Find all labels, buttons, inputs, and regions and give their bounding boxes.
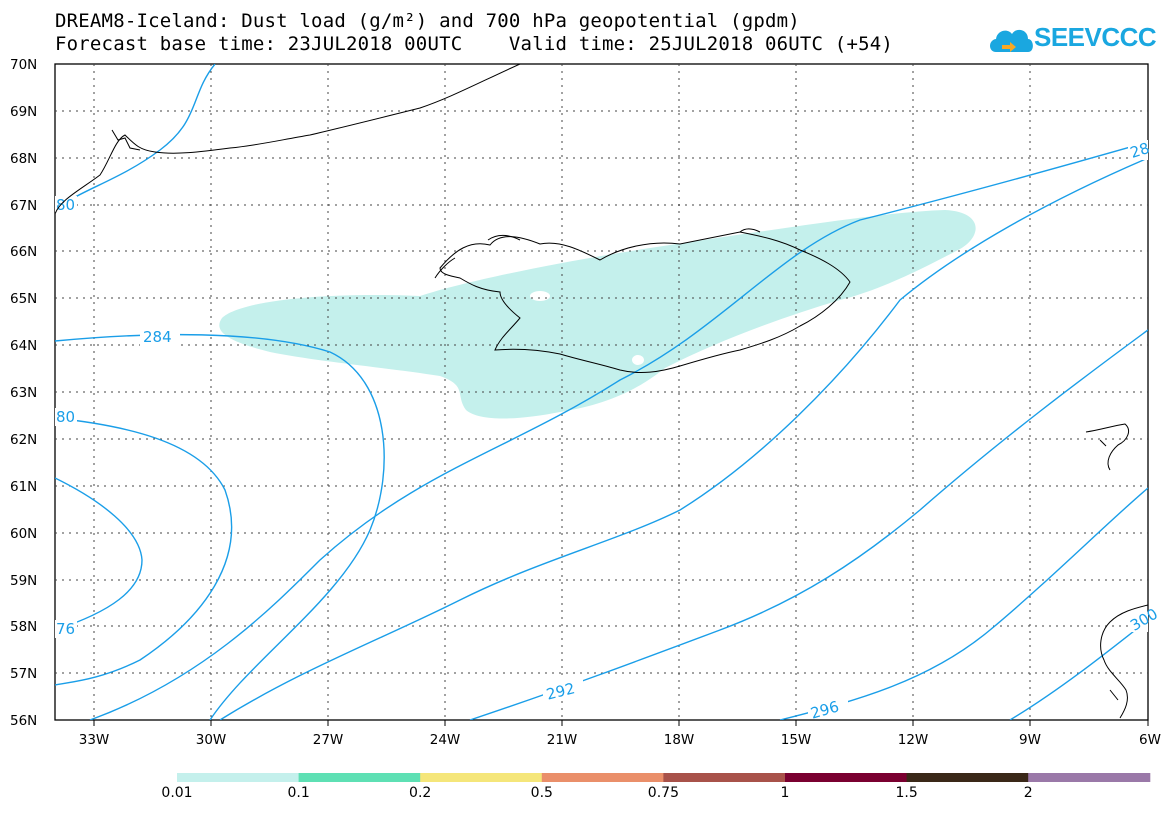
- legend-swatch: [420, 773, 543, 782]
- lat-label: 64N: [10, 338, 37, 354]
- legend-swatch: [1028, 773, 1151, 782]
- legend-label: 0.1: [287, 785, 310, 801]
- legend-swatch: [785, 773, 908, 782]
- gridlines: [55, 64, 1148, 720]
- lat-label: 69N: [10, 104, 37, 120]
- legend-label: 1: [780, 785, 790, 801]
- contour-labels: 284 80 76 80 292 296 28 300: [55, 139, 1161, 723]
- lat-label: 62N: [10, 432, 37, 448]
- lon-label: 30W: [196, 732, 227, 748]
- lon-label: 9W: [1019, 732, 1041, 748]
- contour-label-left-top: 80: [56, 196, 75, 214]
- geopotential-contours: [55, 64, 1148, 720]
- lon-label: 21W: [547, 732, 578, 748]
- lon-label: 6W: [1139, 732, 1161, 748]
- lat-label: 68N: [10, 151, 37, 167]
- lon-label: 12W: [898, 732, 929, 748]
- contour-label-284: 284: [143, 328, 172, 346]
- legend-label: 2: [1023, 785, 1033, 801]
- lat-label: 65N: [10, 291, 37, 307]
- legend-color-bar: [177, 773, 1151, 782]
- lon-label: 24W: [430, 732, 461, 748]
- legend-swatch: [541, 773, 664, 782]
- map-title-line2: Forecast base time: 23JUL2018 00UTC Vali…: [55, 33, 894, 55]
- lon-label: 33W: [79, 732, 110, 748]
- dust-plume: [219, 210, 976, 419]
- legend-swatch: [906, 773, 1029, 782]
- lat-label: 58N: [10, 619, 37, 635]
- lat-label: 56N: [10, 713, 37, 729]
- contour-label-280: 80: [56, 408, 75, 426]
- legend-label: 0.2: [409, 785, 432, 801]
- lat-label: 57N: [10, 666, 37, 682]
- map-title-line1: DREAM8-Iceland: Dust load (g/m²) and 700…: [55, 10, 800, 32]
- lat-label: 59N: [10, 573, 37, 589]
- lat-label: 66N: [10, 244, 37, 260]
- legend-swatch: [663, 773, 786, 782]
- lon-label: 18W: [664, 732, 695, 748]
- legend-label: 0.01: [161, 785, 193, 801]
- legend-label: 0.75: [647, 785, 679, 801]
- logo-text: SEEVCCC: [1034, 22, 1157, 52]
- lat-label: 63N: [10, 385, 37, 401]
- legend-label: 1.5: [895, 785, 918, 801]
- lat-label: 67N: [10, 198, 37, 214]
- cloud-icon: [990, 29, 1033, 52]
- lat-labels: 70N 69N 68N 67N 66N 65N 64N 63N 62N 61N …: [10, 57, 37, 729]
- contour-label-276: 76: [56, 620, 75, 638]
- lat-label: 70N: [10, 57, 37, 73]
- contour-label-288: 28: [1128, 139, 1152, 162]
- legend-swatch: [177, 773, 300, 782]
- lon-label: 27W: [313, 732, 344, 748]
- lon-labels: 33W 30W 27W 24W 21W 18W 15W 12W 9W 6W: [79, 732, 1161, 748]
- lon-label: 15W: [781, 732, 812, 748]
- lat-label: 61N: [10, 479, 37, 495]
- legend-label: 0.5: [530, 785, 553, 801]
- tick-marks: [93, 720, 1149, 726]
- coastlines: [55, 64, 1148, 719]
- legend-swatch: [298, 773, 421, 782]
- lat-label: 60N: [10, 526, 37, 542]
